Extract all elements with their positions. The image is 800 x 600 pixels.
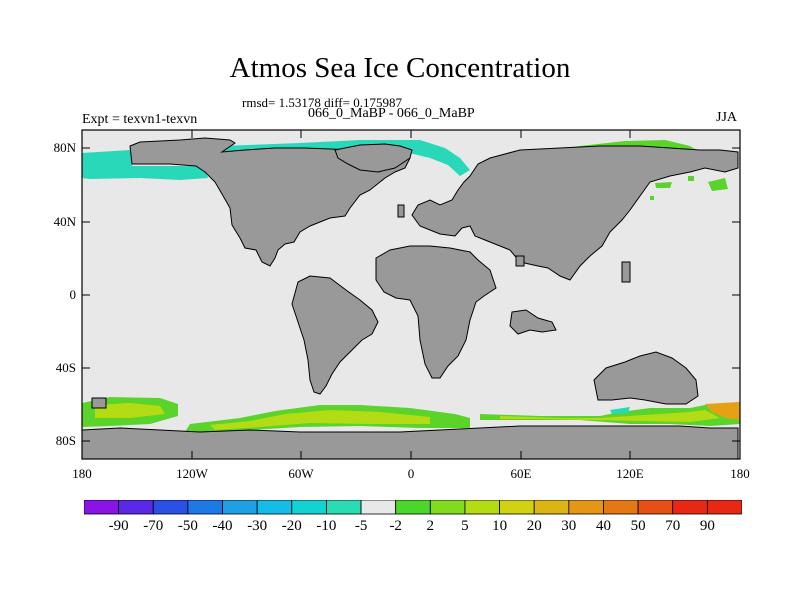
colorbar-label: 90 — [699, 518, 715, 534]
colorbar-label: 2 — [426, 518, 435, 534]
greenland — [334, 143, 413, 173]
colorbar-label: -5 — [354, 518, 368, 534]
land-masses — [81, 137, 739, 460]
colorbar-label: 70 — [665, 518, 681, 534]
island-british — [397, 204, 405, 218]
colorbar-label: -2 — [389, 518, 402, 534]
colorbar-swatch — [568, 500, 604, 515]
colorbar-swatch — [187, 500, 223, 515]
colorbar-label: 20 — [526, 518, 542, 534]
colorbar-swatch — [672, 500, 708, 515]
colorbar-swatch — [326, 500, 362, 515]
subtitle: 066_0_MaBP - 066_0_MaBP — [308, 106, 475, 121]
lon-label-120e: 120E — [616, 466, 644, 481]
eurasia — [411, 145, 739, 281]
island-south-asia — [515, 255, 525, 267]
lon-label-60e: 60E — [510, 466, 532, 481]
colorbar-label: -10 — [316, 518, 337, 534]
colorbar-swatch — [499, 500, 535, 515]
stats-line: rmsd= 1.53178 diff= 0.175987 — [242, 95, 402, 110]
colorbar-label: -20 — [281, 518, 302, 534]
island-japan — [621, 261, 631, 283]
colorbar-label: -90 — [108, 518, 129, 534]
colorbar-label: 50 — [630, 518, 646, 534]
colorbar-swatch — [84, 500, 120, 515]
lat-label-40n: 40N — [53, 214, 76, 229]
colorbar-swatch — [706, 500, 742, 515]
colorbar-swatch — [395, 500, 431, 515]
island-south-pacific — [91, 397, 107, 409]
lon-label-180e: 180 — [730, 466, 750, 481]
lat-label-eq: 0 — [69, 287, 77, 302]
colorbar — [84, 500, 742, 515]
colorbar-swatch — [152, 500, 189, 515]
colorbar-swatch — [118, 500, 154, 515]
colorbar-label: -50 — [177, 518, 198, 534]
lat-ticks — [82, 147, 740, 442]
colorbar-swatch — [464, 500, 500, 515]
maritime-continent — [509, 309, 557, 335]
lon-label-60w: 60W — [288, 466, 314, 481]
season-label: JJA — [716, 110, 738, 125]
lat-label-80n: 80N — [53, 140, 76, 155]
colorbar-label: 40 — [596, 518, 611, 534]
colorbar-label: 30 — [561, 518, 577, 534]
australia — [593, 351, 699, 405]
plot-title: Atmos Sea Ice Concentration — [229, 52, 571, 84]
lat-label-80s: 80S — [55, 433, 76, 448]
antarctica — [81, 425, 739, 460]
lon-label-180w: 180 — [72, 466, 92, 481]
colorbar-swatch — [429, 500, 466, 515]
south-america — [291, 275, 379, 395]
colorbar-label: 5 — [461, 518, 469, 534]
colorbar-label: 10 — [492, 518, 508, 534]
colorbar-swatch — [291, 500, 327, 515]
colorbar-label: -30 — [247, 518, 268, 534]
colorbar-swatch — [637, 500, 674, 515]
experiment-label: Expt = texvn1-texvn — [82, 112, 198, 127]
colorbar-label: -70 — [143, 518, 164, 534]
colorbar-swatch — [603, 500, 639, 515]
lon-label-120w: 120W — [176, 466, 208, 481]
colorbar-label: -40 — [212, 518, 233, 534]
africa — [375, 245, 497, 379]
colorbar-swatch — [360, 500, 397, 515]
lat-label-40s: 40S — [55, 360, 76, 375]
colorbar-swatch — [222, 500, 258, 515]
lon-ticks — [81, 130, 741, 459]
colorbar-swatch — [256, 500, 293, 515]
colorbar-swatch — [533, 500, 570, 515]
north-america — [129, 137, 411, 267]
lon-label-0: 0 — [407, 466, 415, 481]
